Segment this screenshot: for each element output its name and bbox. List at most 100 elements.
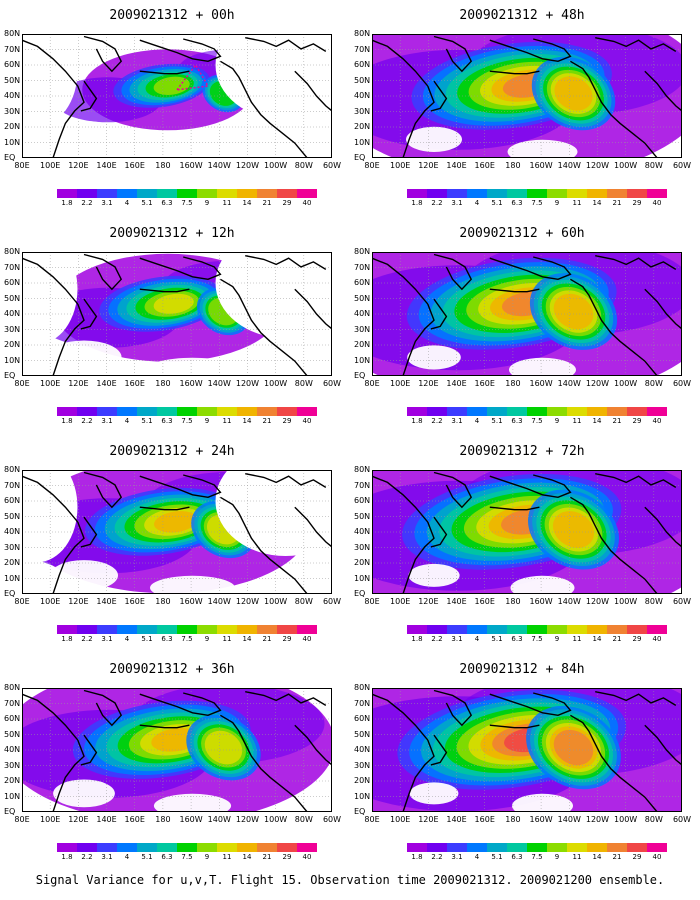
colorbar-label: 4 — [474, 199, 480, 207]
colorbar-swatch — [237, 843, 257, 852]
longitude-label: 140W — [557, 379, 581, 388]
latitude-label: 20N — [4, 558, 21, 567]
coastline — [430, 734, 448, 766]
longitude-label: 80W — [294, 597, 313, 606]
coastline — [489, 256, 572, 281]
coastline — [22, 39, 85, 158]
colorbar-label: 2.2 — [431, 853, 443, 861]
colorbar-label: 11 — [222, 417, 232, 425]
map-panel: 2009021312 + 48h 80N 70N 60N 50N 40N 30N 20N 10N… — [352, 0, 692, 222]
longitude-label: 120W — [585, 379, 610, 388]
colorbar-label: 6.3 — [511, 199, 523, 207]
longitude-label: 80E — [364, 815, 380, 824]
colorbar-swatch — [257, 407, 277, 416]
latitude-label: 80N — [354, 29, 371, 38]
colorbar — [407, 843, 667, 852]
map-frame — [372, 34, 682, 158]
longitude-label: 80E — [14, 379, 30, 388]
colorbar-label: 9 — [204, 199, 210, 207]
colorbar — [57, 625, 317, 634]
variance-contour-fill — [145, 357, 240, 376]
colorbar-label: 1.8 — [61, 199, 73, 207]
colorbar-label: 21 — [612, 853, 622, 861]
variance-map — [22, 34, 332, 158]
colorbar-label: 21 — [262, 199, 272, 207]
colorbar-swatch — [297, 625, 317, 634]
coastline — [489, 288, 540, 293]
colorbar-label: 14 — [592, 199, 602, 207]
latitude-label: 20N — [4, 122, 21, 131]
colorbar-label: 4 — [474, 853, 480, 861]
map-frame — [372, 252, 682, 376]
colorbar-label: 14 — [592, 635, 602, 643]
colorbar-swatch — [467, 843, 487, 852]
longitude-label: 80E — [14, 815, 30, 824]
latitude-label: EQ — [354, 371, 366, 380]
coastline — [433, 253, 473, 291]
coastline — [644, 288, 682, 330]
coastline — [489, 38, 572, 63]
longitude-label: 100E — [390, 379, 411, 388]
latitude-label: EQ — [354, 589, 366, 598]
variance-contour-fill — [215, 34, 332, 120]
latitude-label: 60N — [354, 496, 371, 505]
latitude-label: 30N — [4, 106, 21, 116]
coastline — [430, 516, 448, 548]
latitude-label: 50N — [4, 75, 21, 85]
longitude-label: 100W — [614, 815, 638, 824]
latitude-label: 60N — [354, 60, 371, 69]
longitude-label: 140E — [446, 379, 467, 388]
colorbar-swatch — [97, 407, 117, 416]
longitude-label: 160W — [179, 815, 203, 824]
colorbar-swatch — [217, 407, 237, 416]
longitude-label: 100E — [390, 815, 411, 824]
latitude-label: 80N — [4, 465, 21, 474]
colorbar-swatch — [117, 189, 137, 198]
variance-contour-fill — [408, 563, 460, 587]
colorbar-swatch — [567, 189, 587, 198]
figure-caption: Signal Variance for u,v,T. Flight 15. Ob… — [35, 873, 665, 887]
colorbar-swatch — [97, 189, 117, 198]
latitude-label: 20N — [354, 340, 371, 349]
colorbar-swatch — [407, 189, 427, 198]
colorbar-label: 6.3 — [511, 635, 523, 643]
latitude-label: 10N — [4, 791, 21, 801]
coastline — [245, 37, 327, 52]
panel-title: 2009021312 + 24h — [109, 444, 235, 459]
latitude-label: 30N — [4, 542, 21, 552]
colorbar-label: 40 — [302, 417, 312, 425]
colorbar-swatch — [237, 407, 257, 416]
latitude-label: 50N — [354, 511, 371, 521]
colorbar-swatch — [407, 843, 427, 852]
coastline — [433, 471, 473, 509]
coastline — [430, 298, 448, 330]
colorbar-label: 9 — [554, 199, 560, 207]
colorbar-label: 5.1 — [491, 635, 503, 643]
colorbar-swatch — [467, 407, 487, 416]
longitude-label: 160W — [179, 161, 203, 170]
panel-title: 2009021312 + 60h — [459, 226, 585, 241]
map-frame — [372, 688, 682, 812]
colorbar-swatch — [527, 843, 547, 852]
colorbar-swatch — [57, 189, 77, 198]
colorbar-swatch — [117, 843, 137, 852]
colorbar-swatch — [607, 189, 627, 198]
colorbar-label: 14 — [592, 417, 602, 425]
variance-contour-fill — [407, 345, 461, 370]
longitude-label: 60W — [322, 161, 342, 170]
colorbar-label: 6.3 — [161, 199, 173, 207]
coastline — [245, 691, 327, 706]
colorbar-swatch — [607, 625, 627, 634]
longitude-label: 100E — [40, 815, 61, 824]
coastline — [294, 506, 332, 548]
longitude-label: 120E — [68, 597, 89, 606]
colorbar-label: 5.1 — [141, 853, 153, 861]
coastline — [433, 689, 473, 727]
coastline — [83, 689, 123, 727]
colorbar — [407, 625, 667, 634]
longitude-label: 120W — [235, 379, 260, 388]
longitude-label: 120E — [418, 597, 439, 606]
longitude-label: 120W — [235, 597, 260, 606]
colorbar-swatch — [507, 407, 527, 416]
colorbar-swatch — [197, 189, 217, 198]
